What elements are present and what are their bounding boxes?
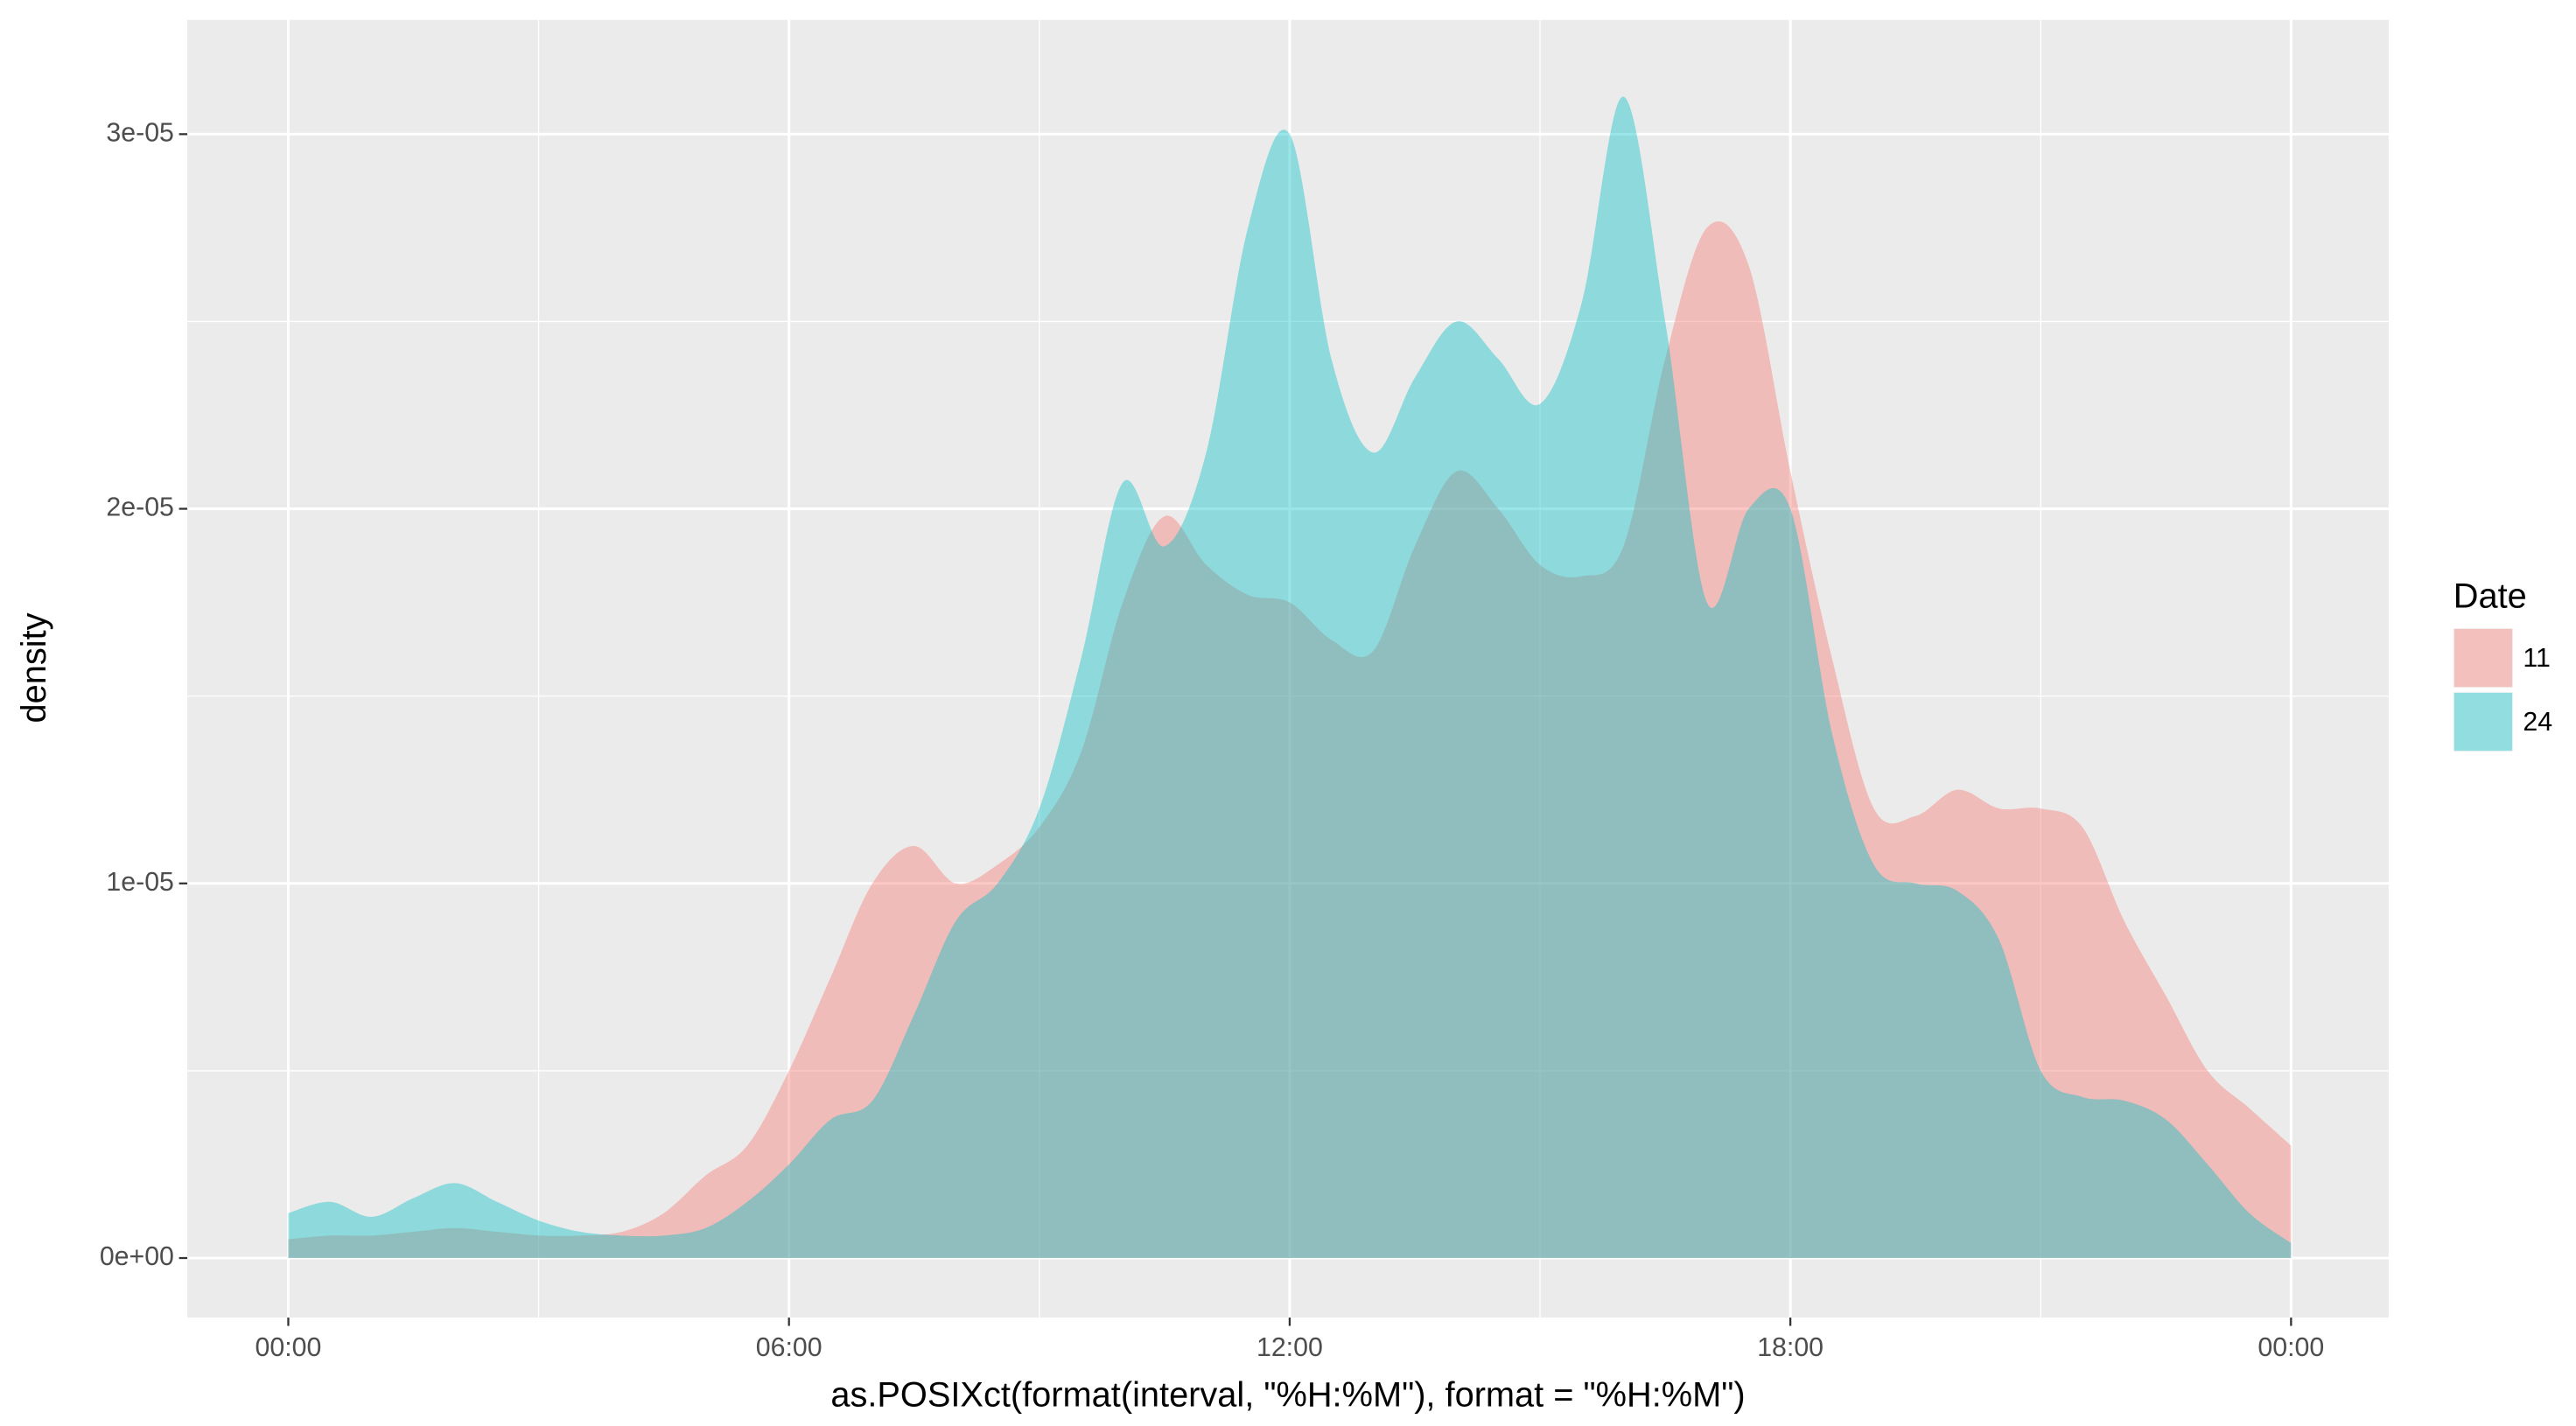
legend: Date 11 24 [2453, 577, 2552, 752]
legend-key-bg [2453, 691, 2514, 752]
legend-title: Date [2454, 577, 2527, 615]
x-tick-label: 12:00 [1256, 1333, 1323, 1362]
y-tick-label: 3e-05 [106, 118, 174, 147]
legend-label: 24 [2523, 708, 2552, 737]
y-tick-label: 2e-05 [106, 493, 174, 522]
legend-swatch [2454, 692, 2513, 751]
y-axis-title: density [15, 612, 53, 723]
x-tick-label: 18:00 [1757, 1333, 1824, 1362]
axes: 0e+00 1e-05 2e-05 3e-05 00:00 06:00 12:00 18:00… [100, 118, 2324, 1362]
x-axis-title: as.POSIXct(format(interval, "%H:%M"), fo… [830, 1376, 1745, 1415]
y-tick-label: 1e-05 [106, 868, 174, 897]
grid [187, 19, 2389, 1318]
density-area [288, 96, 2292, 1259]
legend-swatch [2454, 628, 2513, 688]
density-area [288, 220, 2292, 1259]
legend-label: 11 [2523, 644, 2550, 673]
panel [187, 19, 2389, 1318]
x-tick-label: 00:00 [256, 1333, 322, 1362]
legend-key-bg [2453, 628, 2514, 689]
y-tick-label: 0e+00 [100, 1242, 174, 1271]
x-tick-label: 00:00 [2258, 1333, 2324, 1362]
areas [288, 96, 2292, 1259]
x-tick-label: 06:00 [756, 1333, 822, 1362]
